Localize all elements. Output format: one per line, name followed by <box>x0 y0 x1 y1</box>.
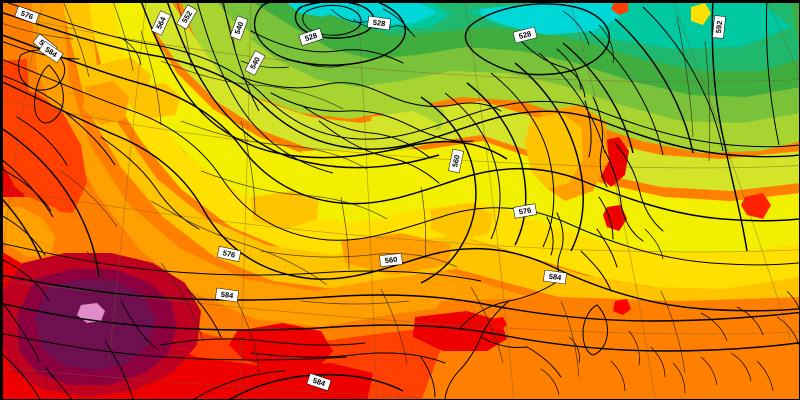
contour-label: 584 <box>306 373 332 391</box>
svg-text:584: 584 <box>548 272 562 283</box>
contour-label: 540 <box>229 15 249 41</box>
fill-band-yellowgreen-546 <box>131 1 799 191</box>
svg-text:576: 576 <box>518 205 532 216</box>
contour-label: 592 <box>712 15 726 39</box>
fill-patch-red-top-right <box>611 1 629 15</box>
contour-labels: 528 528 528 540 552 540 564 560 560 57 <box>14 4 726 391</box>
svg-text:592: 592 <box>714 20 724 33</box>
svg-text:576: 576 <box>20 9 35 22</box>
svg-text:584: 584 <box>312 376 327 389</box>
contour-label: 552 <box>176 4 198 30</box>
fill-patch-red-pacific-sm <box>613 299 631 315</box>
svg-text:528: 528 <box>372 18 386 29</box>
contour-label: 560 <box>448 148 464 174</box>
contour-label: 528 <box>512 26 538 44</box>
fill-patch-gold-ne-china <box>251 191 319 229</box>
contour-label: 540 <box>244 50 266 76</box>
fill-patch-greenlt-ne <box>371 111 437 151</box>
fill-patch-orange-streak-left <box>83 81 129 125</box>
fill-patch-red-taiwan <box>741 193 771 219</box>
svg-text:560: 560 <box>384 255 397 265</box>
fill-patch-red-right-mid <box>413 311 507 351</box>
fill-band-orange-570 <box>31 1 799 357</box>
svg-text:528: 528 <box>304 31 319 43</box>
svg-text:576: 576 <box>222 248 236 259</box>
contour-label: 528 <box>367 15 391 31</box>
fill-patch-red-left-upper2 <box>1 85 87 213</box>
contour-label: 584 <box>543 269 567 285</box>
contour-label: 528 <box>298 28 324 46</box>
contour-label: 584 <box>215 287 239 303</box>
fill-patch-orange-left-mid2 <box>1 207 55 257</box>
fill-band-amber-564 <box>61 1 799 317</box>
fill-band-cyan-low-core-2 <box>479 1 621 35</box>
fill-patch-gold-korea-area <box>431 203 493 241</box>
fill-patch-yellow-topright <box>691 3 711 25</box>
contour-label: 584 <box>38 40 64 64</box>
contour-label: 564 <box>151 10 171 36</box>
contour-label: 576 <box>512 203 538 219</box>
svg-text:584: 584 <box>220 290 234 301</box>
contour-label: 576 <box>216 246 242 262</box>
fill-band-darkpurple-598 <box>35 279 155 371</box>
svg-text:528: 528 <box>518 29 532 41</box>
svg-text:560: 560 <box>450 154 461 168</box>
svg-text:540: 540 <box>233 21 246 36</box>
contour-label: 576 <box>14 5 40 25</box>
fill-patch-pink-extreme <box>77 303 105 323</box>
contour-label: 560 <box>379 253 403 267</box>
